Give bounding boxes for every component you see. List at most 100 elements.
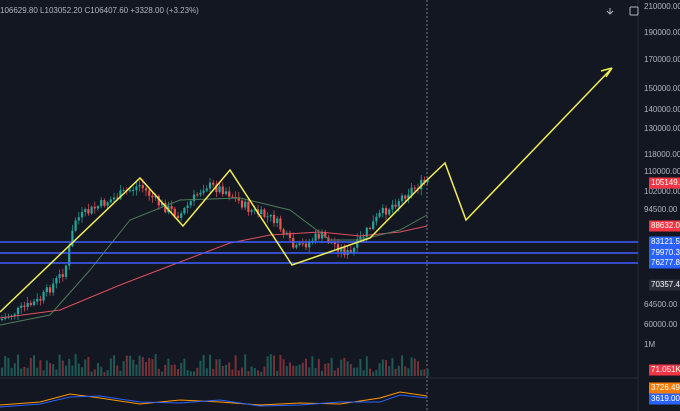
candle-body — [336, 244, 340, 252]
candle-body — [400, 195, 404, 202]
toolbar-icons[interactable] — [606, 6, 639, 16]
candle-body — [151, 195, 154, 198]
candle-body — [394, 204, 397, 207]
volume-bar — [269, 354, 272, 376]
price-label: 210000.00 — [644, 2, 680, 11]
volume-bar — [7, 357, 10, 376]
volume-bar — [29, 358, 32, 376]
candle-body — [64, 265, 68, 277]
volume-bar — [260, 371, 263, 376]
candle-body — [58, 274, 61, 278]
volume-bar — [359, 358, 362, 376]
volume-bar — [330, 357, 333, 376]
volume-bar — [372, 371, 375, 376]
volume-bar — [333, 370, 336, 376]
volume-bar — [394, 368, 397, 376]
volume-bar — [404, 366, 407, 376]
volume-bar — [186, 370, 189, 376]
volume-bar — [164, 364, 167, 376]
candle-body — [282, 229, 285, 234]
volume-bar — [193, 371, 195, 376]
badge-text: 71.051K — [651, 365, 680, 374]
candle-body — [288, 232, 292, 239]
candle-body — [173, 208, 176, 216]
candle-body — [272, 214, 276, 224]
candle-body — [375, 216, 378, 222]
candle-body — [116, 197, 119, 199]
volume-bar — [154, 354, 157, 376]
price-label: 1M — [644, 340, 655, 349]
candle-body — [93, 206, 96, 209]
candle-body — [404, 195, 407, 199]
volume-bar — [10, 367, 13, 376]
candle-body — [96, 206, 100, 209]
volume-bar — [215, 359, 218, 376]
candle-body — [112, 197, 116, 200]
volume-bar — [180, 362, 183, 376]
volume-bar — [87, 357, 90, 376]
candle-body — [23, 305, 26, 307]
candle-body — [32, 301, 36, 306]
price-label: 60000.00 — [644, 320, 678, 329]
volume-bar — [39, 360, 42, 376]
volume-bar — [161, 371, 163, 376]
volume-bar — [113, 355, 115, 376]
candle-body — [311, 240, 314, 242]
badge-text: 79970.36 — [651, 248, 680, 257]
volume-bar — [327, 363, 330, 376]
candle-body — [109, 199, 112, 203]
candle-body — [279, 218, 282, 230]
price-badge: 71.051K — [649, 364, 680, 376]
volume-bar — [298, 364, 301, 376]
price-badge: 76277.86 — [649, 257, 680, 269]
volume-bar — [340, 359, 343, 376]
volume-bar — [417, 361, 419, 376]
candle-body — [308, 241, 311, 248]
candle-body — [186, 205, 189, 209]
volume-bar — [20, 368, 23, 376]
candle-body — [407, 194, 410, 199]
volume-bar — [177, 369, 179, 376]
volume-bar — [314, 367, 317, 376]
volume-bar — [100, 366, 103, 376]
candle-body — [176, 215, 180, 218]
volume-bar — [321, 370, 323, 376]
candle-body — [266, 216, 269, 218]
volume-bar — [356, 367, 359, 376]
ma-short — [0, 197, 428, 326]
volume-bar — [183, 358, 186, 376]
volume-bar — [145, 362, 147, 376]
candle-body — [359, 236, 362, 240]
candle-body — [29, 302, 32, 306]
volume-bar — [250, 366, 253, 376]
volume-bar — [58, 354, 61, 376]
volume-bar — [173, 364, 176, 376]
volume-bar — [71, 365, 74, 376]
candle-body — [260, 209, 263, 215]
volume-bar — [285, 366, 288, 376]
candle-body — [80, 212, 84, 218]
window-icon[interactable] — [629, 6, 639, 16]
volume-bar — [423, 369, 426, 376]
volume-bar — [228, 362, 231, 376]
candle-body — [420, 179, 423, 190]
support-lines — [0, 241, 638, 264]
candle-body — [122, 190, 125, 192]
candle-body — [55, 277, 58, 284]
candle-body — [196, 194, 199, 196]
price-label: 140000.00 — [644, 105, 680, 114]
candle-body — [263, 209, 266, 217]
arrow-icon[interactable] — [606, 8, 614, 15]
price-label: 170000.00 — [644, 55, 680, 64]
price-badge: 3726.49 — [649, 382, 680, 394]
volume-bar — [295, 366, 298, 376]
volume-bar — [401, 355, 403, 376]
candle-body — [221, 186, 224, 195]
badge-bg — [649, 364, 680, 376]
volume-bar — [305, 358, 307, 376]
volume-bar — [343, 357, 346, 376]
volume-bar — [93, 369, 96, 376]
badge-text: 88632.03 — [651, 221, 680, 230]
volume-bar — [125, 355, 128, 376]
